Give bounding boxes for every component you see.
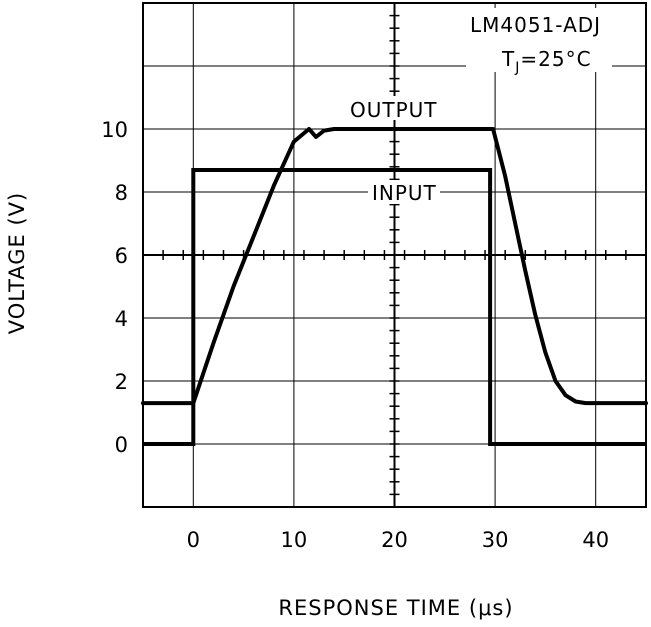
x-tick-label: 10 xyxy=(281,528,308,552)
y-tick-labels: 0 2 4 6 8 10 xyxy=(101,118,128,457)
x-axis-title: RESPONSE TIME (μs) xyxy=(278,596,513,620)
x-tick-label: 30 xyxy=(482,528,509,552)
x-tick-label: 40 xyxy=(582,528,609,552)
x-tick-label: 20 xyxy=(381,528,408,552)
output-series-line xyxy=(141,127,648,406)
condition-label: TJ=25°C xyxy=(501,47,592,76)
y-tick-label: 8 xyxy=(115,181,128,205)
y-tick-label: 4 xyxy=(115,307,128,331)
input-label: INPUT xyxy=(372,181,437,205)
chart-title: LM4051-ADJ xyxy=(470,13,601,37)
x-tick-labels: 0 10 20 30 40 xyxy=(187,528,609,552)
x-tick-label: 0 xyxy=(187,528,200,552)
y-tick-label: 6 xyxy=(115,244,128,268)
input-series-line xyxy=(143,168,646,446)
y-axis-title: VOLTAGE (V) xyxy=(5,192,29,335)
y-tick-label: 0 xyxy=(115,433,128,457)
y-tick-label: 10 xyxy=(101,118,128,142)
plot-frame xyxy=(142,2,647,508)
y-tick-label: 2 xyxy=(115,370,128,394)
output-label: OUTPUT xyxy=(350,98,438,122)
series-layer xyxy=(141,127,648,446)
axis-minor-ticks xyxy=(142,2,647,508)
